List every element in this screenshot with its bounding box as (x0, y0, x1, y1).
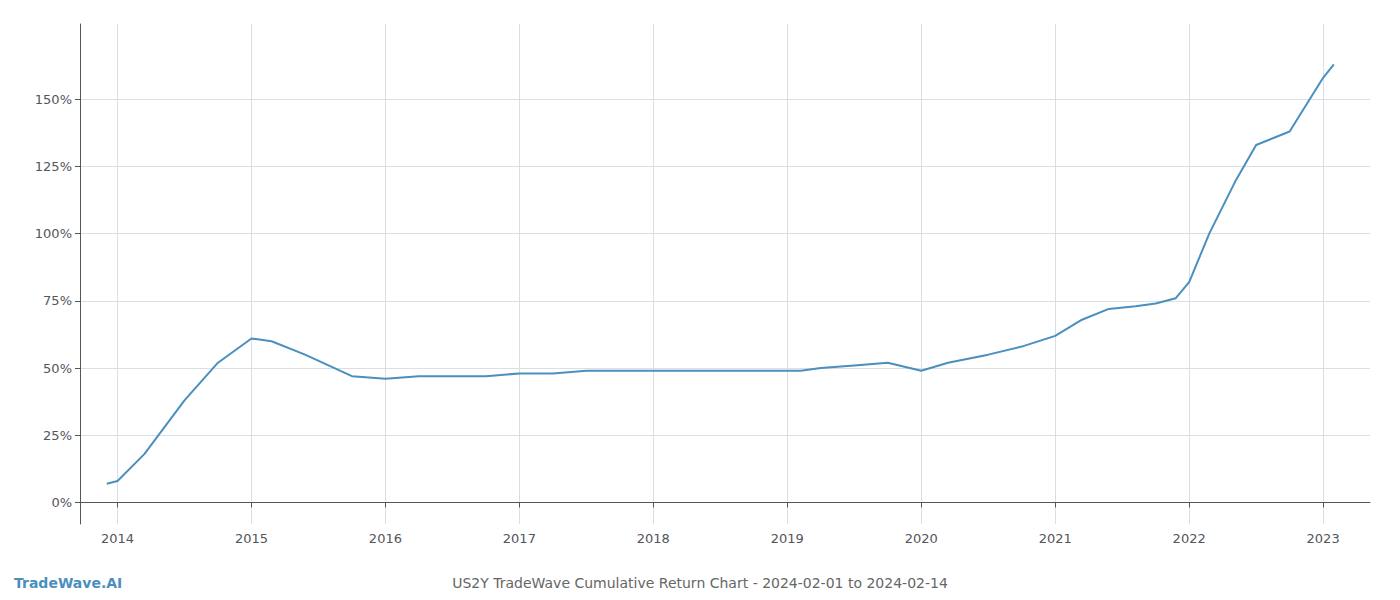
svg-text:2016: 2016 (369, 531, 402, 546)
svg-text:0%: 0% (51, 495, 72, 510)
svg-text:25%: 25% (43, 428, 72, 443)
svg-text:100%: 100% (35, 226, 72, 241)
svg-text:75%: 75% (43, 293, 72, 308)
svg-text:150%: 150% (35, 92, 72, 107)
svg-text:2021: 2021 (1039, 531, 1072, 546)
svg-text:2022: 2022 (1173, 531, 1206, 546)
svg-text:2018: 2018 (637, 531, 670, 546)
svg-text:125%: 125% (35, 159, 72, 174)
svg-text:US2Y TradeWave Cumulative Retu: US2Y TradeWave Cumulative Return Chart -… (452, 575, 948, 591)
svg-text:2017: 2017 (503, 531, 536, 546)
svg-text:2019: 2019 (771, 531, 804, 546)
svg-text:50%: 50% (43, 361, 72, 376)
svg-text:2014: 2014 (101, 531, 134, 546)
svg-text:2020: 2020 (905, 531, 938, 546)
svg-text:TradeWave.AI: TradeWave.AI (14, 575, 122, 591)
svg-text:2023: 2023 (1307, 531, 1340, 546)
svg-text:2015: 2015 (235, 531, 268, 546)
